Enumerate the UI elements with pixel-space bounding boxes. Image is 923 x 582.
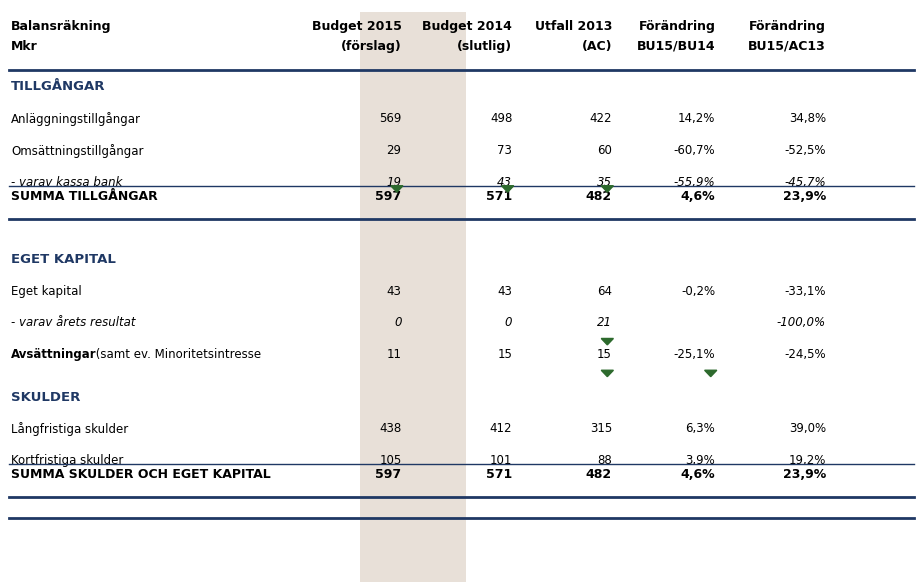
Text: 482: 482: [586, 190, 612, 203]
Text: Omsättningstillgångar: Omsättningstillgångar: [11, 144, 144, 158]
Polygon shape: [601, 186, 614, 192]
Text: (AC): (AC): [581, 40, 612, 52]
Text: 88: 88: [597, 454, 612, 467]
Text: 43: 43: [497, 285, 512, 298]
Text: SUMMA SKULDER OCH EGET KAPITAL: SUMMA SKULDER OCH EGET KAPITAL: [11, 469, 270, 481]
Text: 35: 35: [597, 176, 612, 189]
Text: 4,6%: 4,6%: [680, 190, 715, 203]
Bar: [360, 12, 466, 582]
Text: BU15/BU14: BU15/BU14: [637, 40, 715, 52]
Text: 39,0%: 39,0%: [789, 423, 826, 435]
Text: 11: 11: [387, 348, 402, 361]
Polygon shape: [601, 370, 614, 377]
Text: 19,2%: 19,2%: [789, 454, 826, 467]
Text: BU15/AC13: BU15/AC13: [749, 40, 826, 52]
Text: Kortfristiga skulder: Kortfristiga skulder: [11, 454, 124, 467]
Polygon shape: [390, 186, 403, 192]
Text: 0: 0: [394, 317, 402, 329]
Text: -33,1%: -33,1%: [785, 285, 826, 298]
Text: 3,9%: 3,9%: [686, 454, 715, 467]
Text: -24,5%: -24,5%: [785, 348, 826, 361]
Text: Budget 2014: Budget 2014: [423, 20, 512, 33]
Text: 4,6%: 4,6%: [680, 469, 715, 481]
Text: 571: 571: [486, 469, 512, 481]
Text: Anläggningstillgångar: Anläggningstillgångar: [11, 112, 141, 126]
Polygon shape: [704, 370, 717, 377]
Text: - varav årets resultat: - varav årets resultat: [11, 317, 136, 329]
Text: 23,9%: 23,9%: [783, 190, 826, 203]
Text: (slutlig): (slutlig): [457, 40, 512, 52]
Text: 422: 422: [590, 112, 612, 125]
Text: 315: 315: [590, 423, 612, 435]
Text: (samt ev. Minoritetsintresse: (samt ev. Minoritetsintresse: [92, 348, 261, 361]
Text: -100,0%: -100,0%: [777, 317, 826, 329]
Text: Förändring: Förändring: [749, 20, 826, 33]
Text: 569: 569: [379, 112, 402, 125]
Text: 29: 29: [387, 144, 402, 157]
Text: -52,5%: -52,5%: [785, 144, 826, 157]
Text: SUMMA TILLGÅNGAR: SUMMA TILLGÅNGAR: [11, 190, 158, 203]
Text: 101: 101: [490, 454, 512, 467]
Text: 43: 43: [497, 176, 512, 189]
Text: 19: 19: [387, 176, 402, 189]
Text: 438: 438: [379, 423, 402, 435]
Text: Långfristiga skulder: Långfristiga skulder: [11, 423, 128, 436]
Text: SKULDER: SKULDER: [11, 391, 80, 404]
Text: 6,3%: 6,3%: [686, 423, 715, 435]
Polygon shape: [501, 186, 514, 192]
Text: Förändring: Förändring: [639, 20, 715, 33]
Text: Utfall 2013: Utfall 2013: [534, 20, 612, 33]
Text: 15: 15: [497, 348, 512, 361]
Text: Avsättningar: Avsättningar: [11, 348, 97, 361]
Text: 43: 43: [387, 285, 402, 298]
Text: 15: 15: [597, 348, 612, 361]
Text: 21: 21: [597, 317, 612, 329]
Text: Balansräkning: Balansräkning: [11, 20, 112, 33]
Text: 571: 571: [486, 190, 512, 203]
Text: 34,8%: 34,8%: [789, 112, 826, 125]
Text: -60,7%: -60,7%: [674, 144, 715, 157]
Text: EGET KAPITAL: EGET KAPITAL: [11, 253, 116, 266]
Text: 60: 60: [597, 144, 612, 157]
Text: 498: 498: [490, 112, 512, 125]
Text: - varav kassa bank: - varav kassa bank: [11, 176, 123, 189]
Text: 597: 597: [376, 469, 402, 481]
Text: -45,7%: -45,7%: [785, 176, 826, 189]
Text: Eget kapital: Eget kapital: [11, 285, 82, 298]
Text: (förslag): (förslag): [341, 40, 402, 52]
Text: 597: 597: [376, 190, 402, 203]
Text: 412: 412: [490, 423, 512, 435]
Text: 14,2%: 14,2%: [678, 112, 715, 125]
Text: 105: 105: [379, 454, 402, 467]
Text: -55,9%: -55,9%: [674, 176, 715, 189]
Text: -25,1%: -25,1%: [674, 348, 715, 361]
Text: Budget 2015: Budget 2015: [312, 20, 402, 33]
Text: 73: 73: [497, 144, 512, 157]
Text: 482: 482: [586, 469, 612, 481]
Text: 0: 0: [505, 317, 512, 329]
Text: -0,2%: -0,2%: [681, 285, 715, 298]
Text: 64: 64: [597, 285, 612, 298]
Polygon shape: [601, 339, 614, 345]
Text: 23,9%: 23,9%: [783, 469, 826, 481]
Text: TILLGÅNGAR: TILLGÅNGAR: [11, 80, 105, 94]
Text: Mkr: Mkr: [11, 40, 38, 52]
